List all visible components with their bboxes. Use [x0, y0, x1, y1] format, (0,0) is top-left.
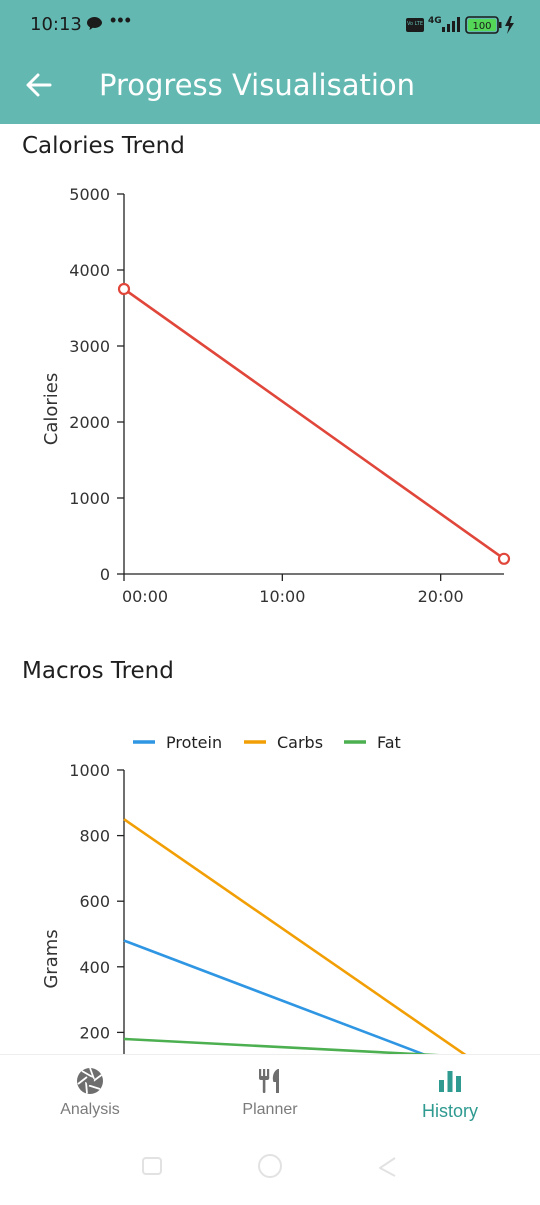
- charging-icon: [505, 16, 514, 34]
- nav-label-history: History: [421, 1101, 478, 1121]
- carbs-series-line: [123, 818, 467, 1054]
- y-tick-label: 1000: [69, 489, 110, 508]
- app-bar: Progress Visualisation: [0, 50, 540, 124]
- battery-level: 100: [472, 21, 491, 32]
- macros-trend-chart: Protein Carbs Fat 200 400 600 800 1000 Grams: [41, 733, 467, 1054]
- y-tick-label: 2000: [69, 413, 110, 432]
- nav-item-analysis[interactable]: Analysis: [20, 1067, 160, 1135]
- legend-label-protein: Protein: [166, 733, 222, 752]
- y-tick-label: 400: [79, 958, 110, 977]
- battery-icon: 100: [465, 16, 502, 34]
- x-tick-label: 10:00: [259, 587, 305, 606]
- volte-label: Vo LTE: [407, 21, 423, 27]
- y-tick-label: 600: [79, 892, 110, 911]
- status-time: 10:13: [30, 14, 82, 35]
- calories-series-line: [123, 287, 505, 560]
- macros-trend-title: Macros Trend: [22, 658, 174, 684]
- y-tick-label: 4000: [69, 261, 110, 280]
- y-tick-label: 0: [100, 565, 110, 584]
- calories-data-point: [497, 552, 511, 565]
- bar-chart-icon: [439, 1071, 461, 1092]
- y-axis-label: Grams: [41, 929, 62, 988]
- network-type: 4G: [428, 16, 442, 26]
- legend-label-fat: Fat: [377, 733, 401, 752]
- back-icon[interactable]: [379, 1157, 396, 1177]
- page-title: Progress Visualisation: [99, 68, 416, 102]
- recent-apps-icon[interactable]: [142, 1157, 162, 1175]
- fork-knife-icon: [259, 1069, 279, 1093]
- calories-trend-chart: 0 1000 2000 3000 4000 5000 00:00 10:00 20:00 Calo…: [41, 185, 511, 606]
- status-bar: 10:13 ••• Vo LTE 4G 100: [0, 0, 540, 50]
- signal-icon: [442, 17, 460, 32]
- bottom-navigation: Analysis Planner History: [0, 1054, 540, 1142]
- back-arrow-icon[interactable]: [24, 69, 54, 101]
- calories-trend-title: Calories Trend: [22, 133, 185, 159]
- nav-label-analysis: Analysis: [60, 1101, 120, 1118]
- nav-item-history[interactable]: History: [380, 1067, 520, 1135]
- y-tick-label: 5000: [69, 185, 110, 204]
- scroll-content[interactable]: Calories Trend 0 1000 2000 3000 4000 5000 00:0…: [0, 124, 540, 1054]
- protein-series-line: [123, 939, 427, 1054]
- y-tick-label: 800: [79, 827, 110, 846]
- nav-label-planner: Planner: [242, 1101, 298, 1118]
- y-tick-label: 3000: [69, 337, 110, 356]
- status-icons: Vo LTE 4G 100: [406, 16, 514, 34]
- y-tick-label: 1000: [69, 761, 110, 780]
- calories-data-point: [117, 282, 131, 296]
- legend-label-carbs: Carbs: [277, 733, 323, 752]
- chat-bubble-icon: [87, 17, 102, 30]
- system-navigation-bar: [0, 1142, 540, 1200]
- fat-series-line: [123, 1037, 440, 1054]
- camera-aperture-icon: [77, 1067, 103, 1094]
- x-tick-label: 00:00: [122, 587, 168, 606]
- y-tick-label: 200: [79, 1023, 110, 1042]
- nav-item-planner[interactable]: Planner: [200, 1067, 340, 1135]
- x-tick-label: 20:00: [418, 587, 464, 606]
- notification-dots: •••: [110, 10, 132, 30]
- volte-icon: [406, 18, 424, 32]
- y-axis-label: Calories: [41, 373, 62, 445]
- home-icon[interactable]: [258, 1154, 282, 1178]
